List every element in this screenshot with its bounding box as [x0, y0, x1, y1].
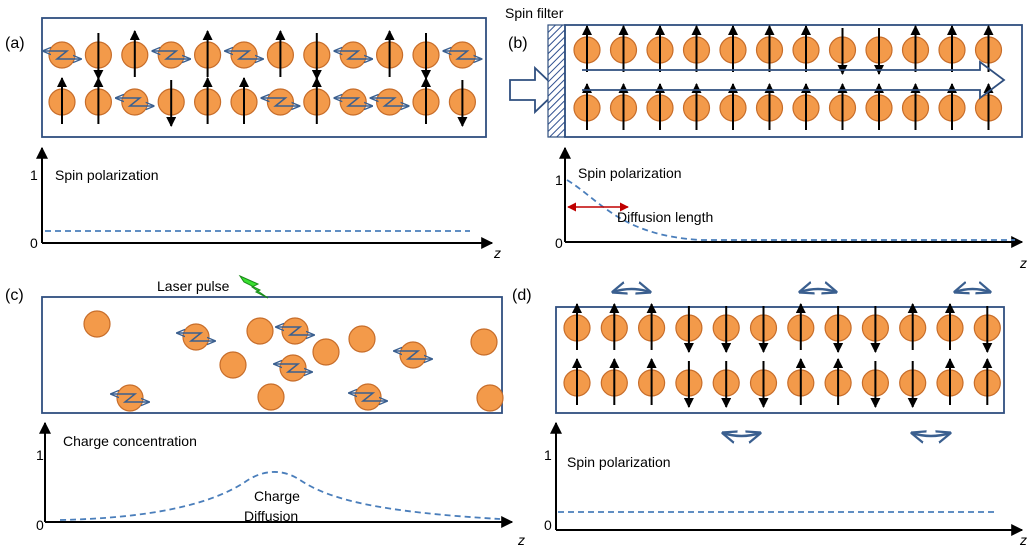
axis-title: z — [517, 532, 525, 546]
hop-arrow — [912, 433, 950, 436]
hop-arrow — [955, 289, 990, 292]
panel-label: (a) — [5, 35, 25, 52]
particle — [220, 352, 246, 378]
particle — [349, 326, 375, 352]
filter-label: Spin filter — [505, 5, 564, 21]
axis-title: Spin polarization — [578, 165, 682, 181]
particle — [247, 318, 273, 344]
axis-title: Spin polarization — [55, 167, 159, 183]
particle — [471, 329, 497, 355]
axis-title: z — [1019, 255, 1027, 271]
axis-tick: 0 — [544, 517, 552, 533]
hop-arrow — [723, 433, 760, 436]
axis-tick: 1 — [544, 447, 552, 463]
axis-title: Spin polarization — [567, 454, 671, 470]
sample-box — [42, 18, 486, 137]
diagram-layer — [42, 18, 1022, 530]
particle — [313, 339, 339, 365]
panel-label: (d) — [512, 287, 532, 304]
annotation: Charge — [254, 488, 300, 504]
laser-bolt — [240, 276, 268, 298]
laser-label: Laser pulse — [157, 278, 230, 294]
panel-label: (b) — [508, 35, 528, 52]
annotation: Diffusion — [244, 508, 298, 524]
axis-tick: 0 — [36, 517, 44, 533]
particle — [258, 384, 284, 410]
axis-title: Charge concentration — [63, 433, 197, 449]
axis-tick: 0 — [30, 235, 38, 251]
flow-arrow — [582, 62, 1004, 98]
hop-arrow — [613, 289, 650, 292]
axis-tick: 0 — [555, 235, 563, 251]
figure: (a) (b) (c) (d) Spin filter Diffusion le… — [0, 0, 1030, 546]
panel-label: (c) — [5, 287, 24, 304]
particle — [477, 385, 503, 411]
particle — [84, 311, 110, 337]
annotation: Diffusion length — [617, 209, 713, 225]
axis-title: z — [493, 245, 501, 261]
axis-title: z — [1019, 532, 1027, 546]
axis-tick: 1 — [30, 167, 38, 183]
axis-tick: 1 — [36, 447, 44, 463]
axis-tick: 1 — [555, 172, 563, 188]
hop-arrow — [800, 289, 836, 292]
spin-filter — [548, 25, 565, 137]
